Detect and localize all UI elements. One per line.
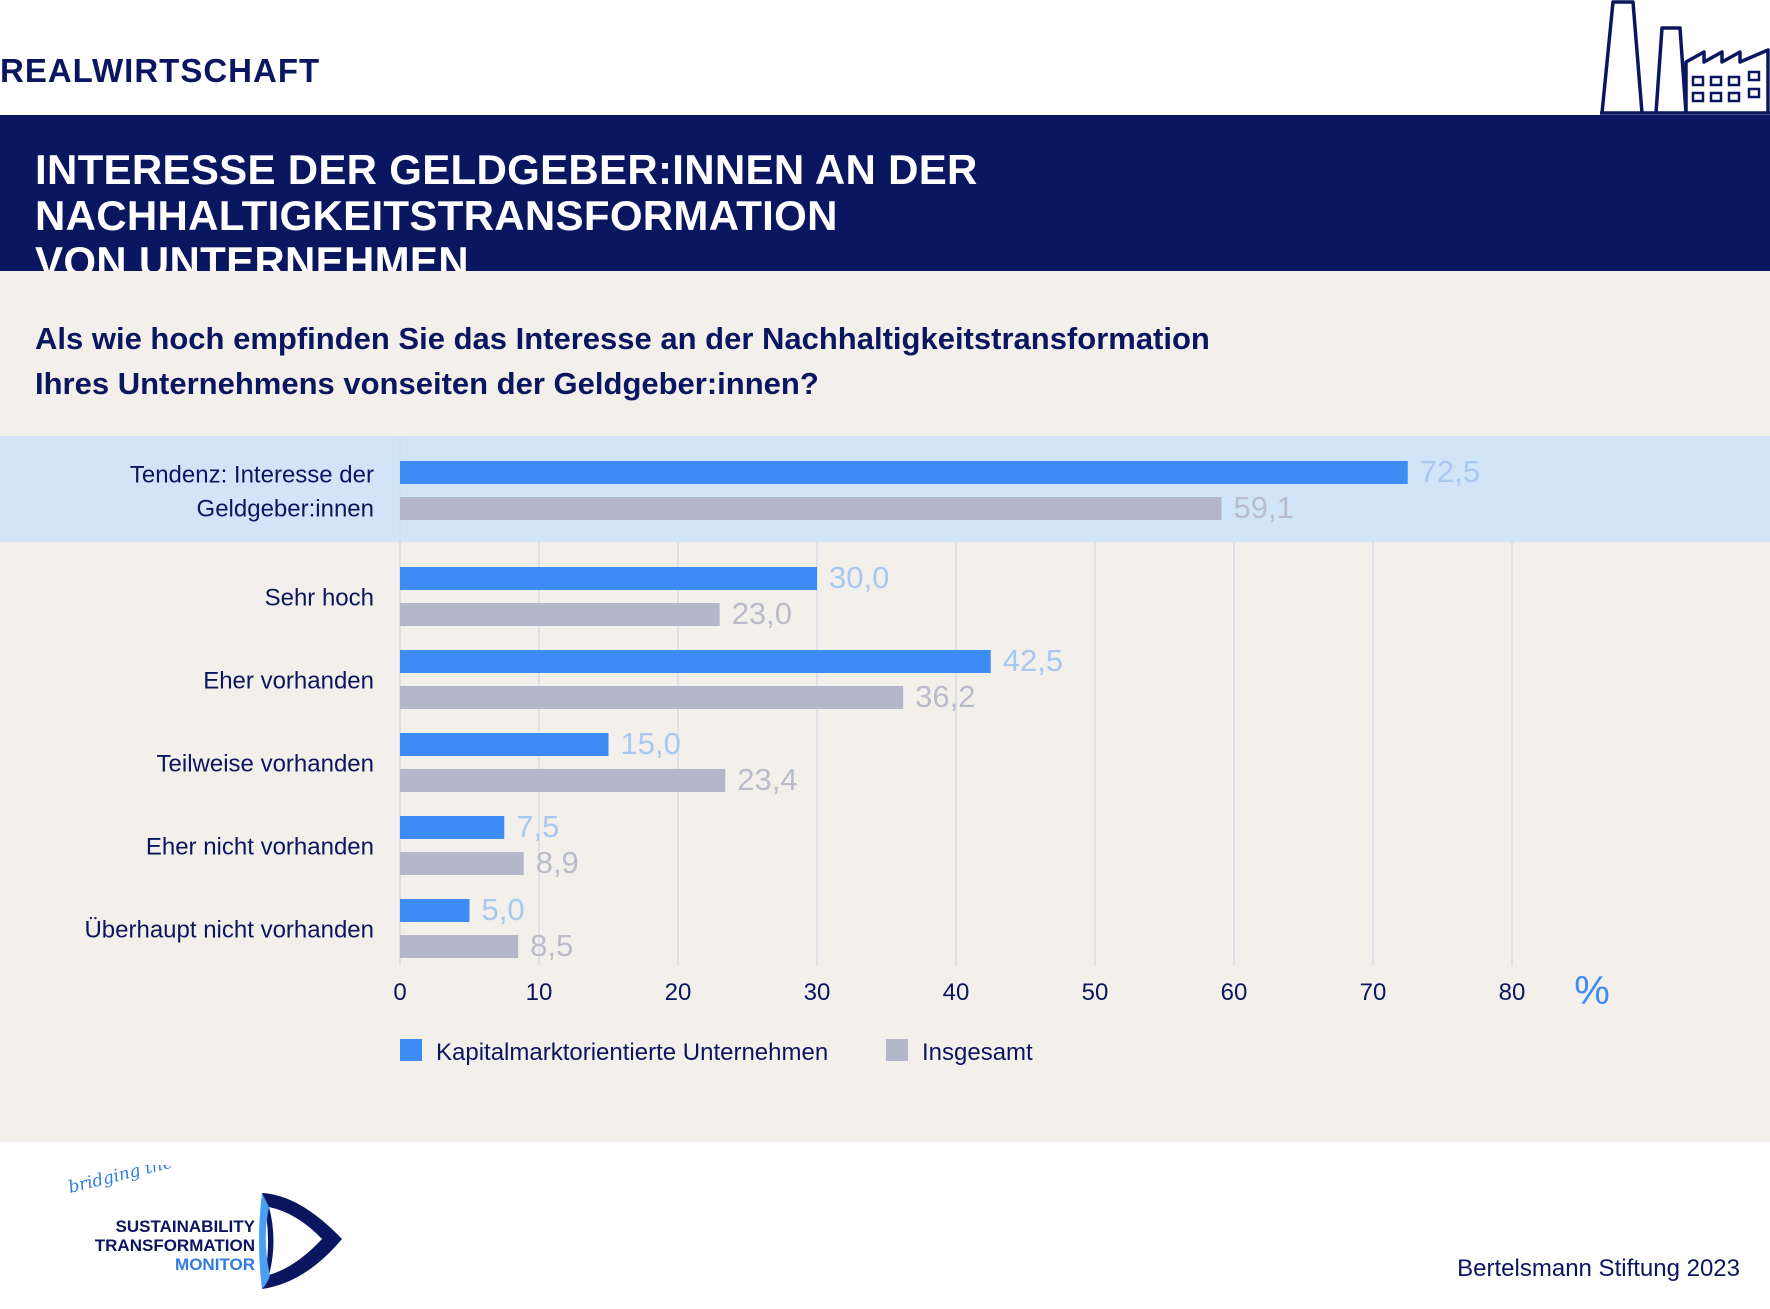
- x-tick-label-4: 40: [943, 979, 970, 1006]
- category-label-4: Eher nicht vorhanden: [146, 834, 374, 861]
- data-label-insgesamt-2: 36,2: [915, 679, 975, 714]
- survey-question-line-2: Ihres Unternehmens vonseiten der Geldgeb…: [35, 366, 819, 401]
- logo-script-text: bridging the worlds: [66, 1165, 236, 1198]
- data-label-kapitalmarkt-2: 42,5: [1003, 643, 1063, 678]
- data-label-kapitalmarkt-5: 5,0: [482, 892, 525, 927]
- logo-line-2: TRANSFORMATION: [95, 1236, 255, 1255]
- x-tick-label-2: 20: [665, 979, 692, 1006]
- sustainability-transformation-monitor-logo: bridging the worlds SUSTAINABILITY TRANS…: [66, 1165, 342, 1289]
- section-label: REALWIRTSCHAFT: [0, 52, 321, 89]
- category-label-5: Überhaupt nicht vorhanden: [84, 917, 374, 944]
- x-tick-label-3: 30: [804, 979, 831, 1006]
- category-label-1: Sehr hoch: [265, 585, 374, 612]
- bar-kapitalmarkt-1: [400, 567, 817, 590]
- bar-kapitalmarkt-2: [400, 650, 991, 673]
- data-label-kapitalmarkt-0: 72,5: [1420, 454, 1480, 489]
- bar-insgesamt-1: [400, 603, 720, 626]
- bar-chart: 0 10 20 30 40 50 60 70 80 % 72,5 59,1 Tendenz: Inter…: [0, 436, 1770, 1066]
- x-tick-label-5: 50: [1082, 979, 1109, 1006]
- bar-insgesamt-3: [400, 769, 726, 792]
- data-label-kapitalmarkt-3: 15,0: [621, 726, 681, 761]
- data-label-insgesamt-1: 23,0: [732, 596, 792, 631]
- bar-kapitalmarkt-5: [400, 899, 470, 922]
- survey-question: Als wie hoch empfinden Sie das Interesse…: [35, 316, 1435, 406]
- legend-label-1: Insgesamt: [922, 1039, 1033, 1066]
- logo-line-1: SUSTAINABILITY: [116, 1217, 256, 1236]
- category-label-2: Eher vorhanden: [203, 668, 374, 695]
- chart-panel: Als wie hoch empfinden Sie das Interesse…: [0, 271, 1770, 1142]
- bar-insgesamt-4: [400, 852, 524, 875]
- page-title-line-1: INTERESSE DER GELDGEBER:INNEN AN DER NAC…: [35, 146, 978, 239]
- logo-line-3: MONITOR: [175, 1255, 255, 1274]
- data-label-insgesamt-0: 59,1: [1233, 490, 1293, 525]
- legend-label-0: Kapitalmarktorientierte Unternehmen: [436, 1039, 828, 1066]
- x-tick-label-7: 70: [1360, 979, 1387, 1006]
- data-label-kapitalmarkt-4: 7,5: [516, 809, 559, 844]
- survey-question-line-1: Als wie hoch empfinden Sie das Interesse…: [35, 321, 1210, 356]
- category-label-0-line-1: Geldgeber:innen: [197, 496, 374, 523]
- data-label-insgesamt-5: 8,5: [530, 928, 573, 963]
- highlight-band: [0, 436, 1770, 542]
- bar-insgesamt-5: [400, 935, 519, 958]
- bar-kapitalmarkt-0: [400, 461, 1408, 484]
- x-tick-label-1: 10: [526, 979, 553, 1006]
- data-label-insgesamt-3: 23,4: [737, 762, 797, 797]
- category-label-0-line-0: Tendenz: Interesse der: [130, 462, 374, 489]
- data-label-insgesamt-4: 8,9: [536, 845, 579, 880]
- x-tick-label-6: 60: [1221, 979, 1248, 1006]
- legend-swatch-0: [400, 1039, 422, 1061]
- factory-icon: [1600, 0, 1770, 115]
- title-band: INTERESSE DER GELDGEBER:INNEN AN DER NAC…: [0, 115, 1770, 285]
- bar-kapitalmarkt-4: [400, 816, 505, 839]
- legend-swatch-1: [886, 1039, 908, 1061]
- category-label-3: Teilweise vorhanden: [157, 751, 374, 778]
- x-tick-label-0: 0: [393, 979, 406, 1006]
- bar-kapitalmarkt-3: [400, 733, 609, 756]
- footer-credit: Bertelsmann Stiftung 2023: [1457, 1255, 1740, 1282]
- page-title: INTERESSE DER GELDGEBER:INNEN AN DER NAC…: [35, 147, 1755, 285]
- logo-mark-icon: [259, 1193, 342, 1289]
- data-label-kapitalmarkt-1: 30,0: [829, 560, 889, 595]
- x-tick-label-8: 80: [1499, 979, 1526, 1006]
- bar-insgesamt-0: [400, 497, 1222, 520]
- bar-insgesamt-2: [400, 686, 904, 709]
- x-unit-label: %: [1574, 969, 1610, 1013]
